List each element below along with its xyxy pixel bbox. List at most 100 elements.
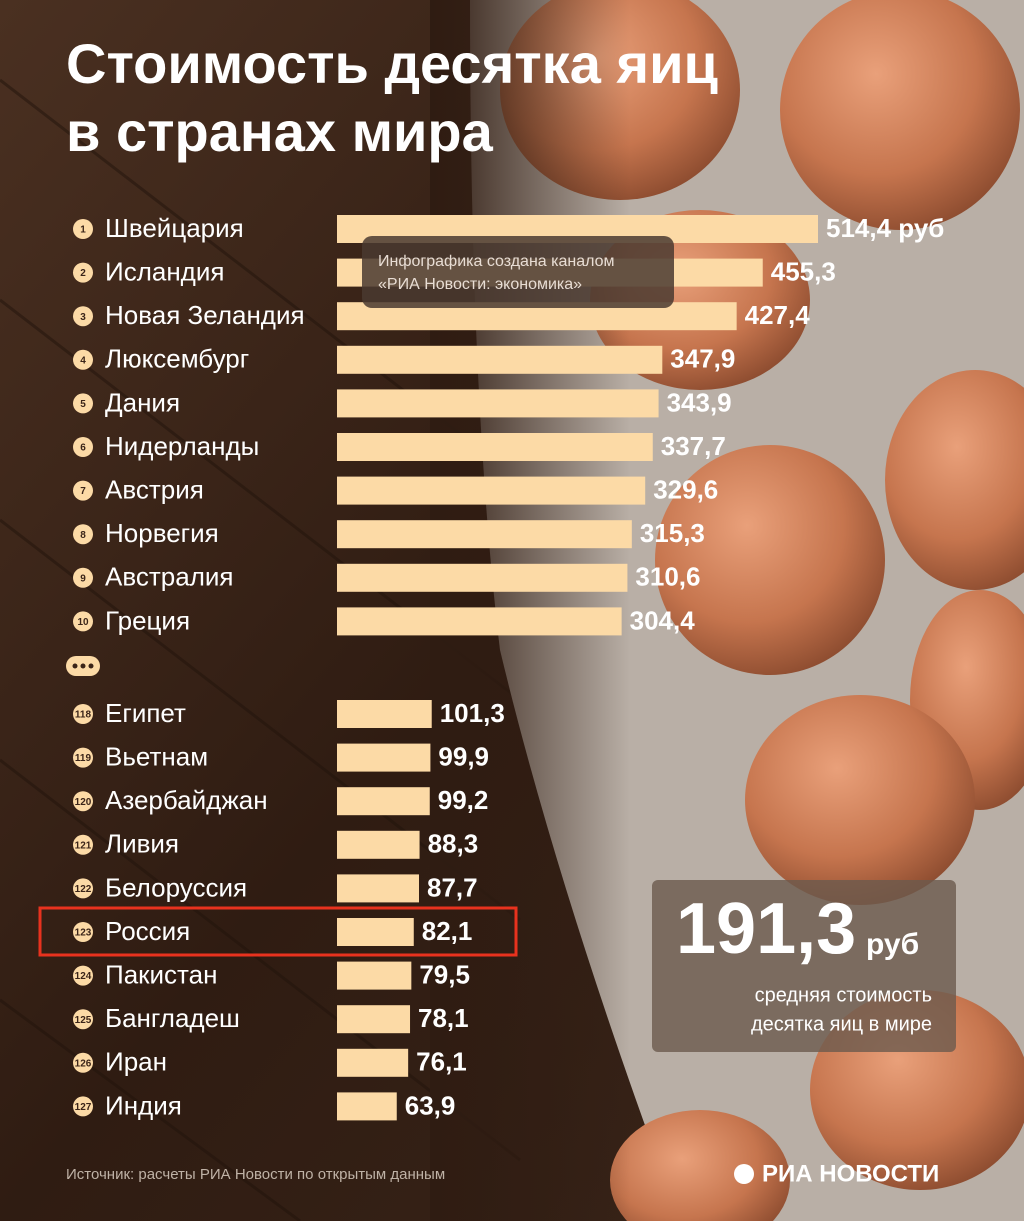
rank-label: 126 xyxy=(75,1058,92,1069)
rank-badge xyxy=(73,1096,93,1117)
bar xyxy=(337,433,653,461)
bar xyxy=(337,1048,409,1077)
bar xyxy=(337,700,432,728)
rank-label: 3 xyxy=(80,312,86,323)
category-label: Люксембург xyxy=(105,344,249,374)
value-label: 347,9 xyxy=(670,344,735,374)
value-label: 337,7 xyxy=(661,431,726,461)
value-label: 101,3 xyxy=(440,698,505,728)
value-label: 329,6 xyxy=(653,474,718,504)
value-label: 76,1 xyxy=(416,1047,467,1077)
rank-badge xyxy=(73,878,93,899)
category-label: Норвегия xyxy=(105,518,219,548)
category-label: Исландия xyxy=(105,256,224,286)
category-label: Швейцария xyxy=(105,213,244,243)
average-value: 191,3 xyxy=(676,889,856,969)
bar xyxy=(337,607,622,636)
bar xyxy=(337,520,632,549)
value-label: 310,6 xyxy=(635,562,700,592)
rank-label: 124 xyxy=(75,971,92,982)
logo: РИА НОВОСТИ xyxy=(734,1160,939,1187)
rank-label: 121 xyxy=(75,840,92,851)
rank-label: 5 xyxy=(80,399,86,410)
rank-label: 10 xyxy=(77,617,89,628)
bar xyxy=(337,1092,397,1121)
ellipsis-icon xyxy=(66,656,100,676)
watermark-text: «РИА Новости: экономика» xyxy=(378,276,582,293)
rank-badge xyxy=(73,965,93,986)
bars: 1 Швейцария 514,4 руб 2 Исландия 455,3 3 Новая … xyxy=(38,213,944,1121)
rank-badge xyxy=(73,437,93,457)
rank-label: 119 xyxy=(75,753,92,764)
category-label: Азербайджан xyxy=(105,785,268,815)
average-unit: руб xyxy=(866,928,919,961)
rank-label: 6 xyxy=(80,443,86,454)
average-note: десятка яиц в мире xyxy=(751,1013,932,1035)
rank-badge xyxy=(73,524,93,545)
category-label: Ливия xyxy=(105,829,179,859)
rank-label: 123 xyxy=(75,928,92,939)
source: Источник: расчеты РИА Новости по открыты… xyxy=(66,1166,445,1183)
bar xyxy=(337,787,430,816)
value-label: 99,2 xyxy=(438,785,489,815)
rank-badge xyxy=(73,567,93,588)
category-label: Россия xyxy=(105,916,190,946)
logo-text: РИА НОВОСТИ xyxy=(762,1160,939,1187)
chart-title: в странах мира xyxy=(66,100,494,163)
value-label: 514,4 руб xyxy=(826,213,944,243)
value-label: 87,7 xyxy=(427,872,478,902)
watermark-text: Инфографика создана каналом xyxy=(378,253,615,270)
rank-label: 125 xyxy=(75,1015,92,1026)
category-label: Дания xyxy=(105,387,180,417)
value-label: 78,1 xyxy=(418,1003,469,1033)
rank-badge xyxy=(73,480,93,501)
category-label: Австрия xyxy=(105,474,204,504)
rank-badge xyxy=(73,747,93,768)
bar xyxy=(337,563,628,592)
category-label: Греция xyxy=(105,605,190,635)
rank-label: 2 xyxy=(80,268,86,279)
rank-label: 122 xyxy=(75,884,92,895)
rank-badge xyxy=(73,306,93,327)
value-label: 88,3 xyxy=(428,829,479,859)
bar xyxy=(337,345,663,374)
bar xyxy=(337,918,414,946)
value-label: 315,3 xyxy=(640,518,705,548)
rank-badge xyxy=(73,262,93,283)
value-label: 63,9 xyxy=(405,1090,456,1120)
rank-label: 8 xyxy=(80,530,86,541)
rank-badge xyxy=(73,611,93,632)
rank-label: 1 xyxy=(80,225,86,236)
bar xyxy=(337,476,646,505)
value-label: 82,1 xyxy=(422,916,473,946)
rank-badge xyxy=(73,704,93,724)
rank-badge xyxy=(73,1009,93,1030)
average-note: средняя стоимость xyxy=(755,984,932,1006)
category-label: Египет xyxy=(105,698,186,728)
value-label: 427,4 xyxy=(745,300,811,330)
rank-badge xyxy=(73,922,93,942)
value-label: 99,9 xyxy=(438,741,489,771)
category-label: Австралия xyxy=(105,562,233,592)
bar xyxy=(337,830,420,859)
rank-label: 4 xyxy=(80,355,86,366)
value-label: 304,4 xyxy=(630,605,696,635)
rank-label: 120 xyxy=(75,797,92,808)
average-box: 191,3 руб средняя стоимость десятка яиц … xyxy=(652,880,956,1052)
rank-label: 7 xyxy=(80,486,86,497)
rank-label: 127 xyxy=(75,1102,92,1113)
category-label: Новая Зеландия xyxy=(105,300,305,330)
category-label: Бангладеш xyxy=(105,1003,240,1033)
rank-badge xyxy=(73,219,93,239)
rank-label: 118 xyxy=(75,710,92,721)
bar xyxy=(337,743,431,772)
bar xyxy=(337,389,659,418)
bar xyxy=(337,961,412,990)
bar xyxy=(337,1005,411,1034)
rank-badge xyxy=(73,349,93,370)
category-label: Иран xyxy=(105,1047,167,1077)
value-label: 343,9 xyxy=(667,387,732,417)
value-label: 455,3 xyxy=(771,256,836,286)
category-label: Белоруссия xyxy=(105,872,247,902)
